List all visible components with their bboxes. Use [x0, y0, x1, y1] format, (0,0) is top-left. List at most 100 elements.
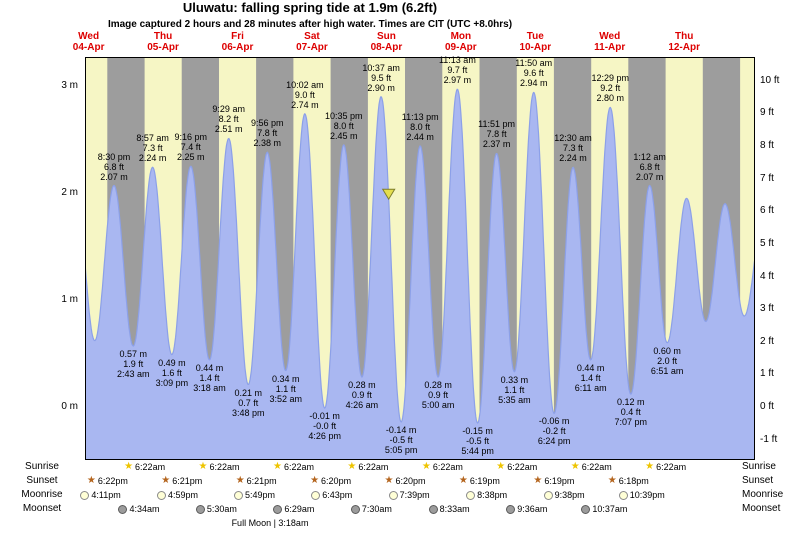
- tide-annotation-low: 0.34 m 1.1 ft 3:52 am: [256, 374, 316, 404]
- tide-annotation-line: 2.45 m: [330, 130, 358, 141]
- sunrise-event: ★ 6:22am: [487, 461, 547, 473]
- sunset-star-icon: ★: [235, 475, 245, 486]
- moonrise-icon: [234, 490, 244, 500]
- day-label-weekday: Fri: [231, 31, 244, 42]
- tide-annotation-line: 4:26 am: [345, 400, 379, 411]
- current-level-marker-icon: [381, 188, 396, 201]
- day-label-weekday: Sat: [304, 31, 320, 42]
- sunset-star-icon: ★: [310, 475, 320, 486]
- tide-annotation-line: 0.9 ft: [428, 390, 449, 401]
- tide-annotation-high: 8:30 pm 6.8 ft 2.07 m: [84, 152, 144, 182]
- sunrise-event: ★ 6:22am: [115, 461, 175, 473]
- day-label-weekday: Wed: [78, 31, 100, 42]
- sunset-time: 6:19pm: [469, 476, 500, 486]
- tide-annotation-high: 1:12 am 6.8 ft 2.07 m: [620, 152, 680, 182]
- tide-annotation-line: 2.51 m: [214, 124, 243, 135]
- tide-annotation-high: 9:56 pm 7.8 ft 2.38 m: [237, 118, 297, 148]
- sunrise-star-icon: ★: [570, 461, 580, 472]
- moonrise-event: 5:49pm: [225, 489, 285, 501]
- y-axis-label-right: 5 ft: [760, 237, 774, 249]
- sunrise-star-icon: ★: [347, 461, 357, 472]
- sunrise-star-icon: ★: [124, 461, 134, 472]
- moonrise-time: 5:49pm: [245, 490, 276, 500]
- tide-annotation-line: 0.60 m: [653, 345, 681, 356]
- tide-annotation-line: 4:26 pm: [308, 431, 341, 442]
- y-axis-label-right: 4 ft: [760, 270, 774, 282]
- day-label: Sat 07-Apr: [275, 31, 349, 53]
- tide-annotation-line: 7.8 ft: [257, 128, 278, 139]
- day-label: Sun 08-Apr: [349, 31, 423, 53]
- moonrise-event: 6:43pm: [302, 489, 362, 501]
- sunset-star-icon: ★: [161, 475, 171, 486]
- tide-annotation-line: 9.7 ft: [447, 65, 468, 76]
- tide-annotation-line: -0.01 m: [309, 411, 340, 422]
- moonset-time: 9:36am: [517, 504, 548, 514]
- tide-annotation-low: 0.49 m 1.6 ft 3:09 pm: [142, 358, 202, 388]
- day-label-weekday: Wed: [599, 31, 621, 42]
- sunset-event: ★ 6:20pm: [301, 475, 361, 487]
- tide-annotation-line: 3:52 am: [269, 393, 302, 404]
- sunset-event: ★ 6:21pm: [152, 475, 212, 487]
- day-label: Thu 12-Apr: [647, 31, 721, 53]
- tide-annotation-line: 0.28 m: [424, 380, 452, 391]
- tide-annotation-line: 9.0 ft: [294, 89, 315, 100]
- sunrise-event: ★ 6:22am: [636, 461, 696, 473]
- tide-annotation-low: -0.01 m -0.0 ft 4:26 pm: [295, 411, 355, 441]
- y-axis-label-right: 9 ft: [760, 107, 774, 119]
- sunrise-star-icon: ★: [198, 461, 208, 472]
- moonset-icon: [428, 504, 438, 514]
- tide-annotation-line: 0.28 m: [348, 380, 376, 391]
- tide-annotation-high: 10:37 am 9.5 ft 2.90 m: [351, 63, 411, 93]
- tide-annotation-low: 0.44 m 1.4 ft 6:11 am: [561, 363, 621, 393]
- sunrise-event: ★ 6:22am: [263, 461, 323, 473]
- day-label-date: 04-Apr: [72, 42, 105, 53]
- y-axis-label-left: 1 m: [61, 294, 78, 305]
- tide-annotation-line: 5:05 pm: [384, 444, 418, 455]
- tide-annotation-high: 10:02 am 9.0 ft 2.74 m: [275, 80, 335, 110]
- moonrise-time: 7:39pm: [399, 490, 430, 500]
- moonset-event: 8:33am: [419, 503, 479, 515]
- tide-annotation-low: 0.44 m 1.4 ft 3:18 am: [180, 363, 240, 393]
- tide-annotation-line: 1.4 ft: [580, 372, 601, 383]
- sunrise-label-left: Sunrise: [25, 461, 59, 472]
- tide-annotation-line: 3:18 am: [193, 382, 226, 393]
- sunrise-time: 6:22am: [135, 462, 166, 472]
- sunrise-star-icon: ★: [645, 461, 655, 472]
- tide-annotation-line: 2.24 m: [559, 153, 587, 164]
- day-label-date: 05-Apr: [147, 42, 179, 53]
- moonrise-event: 9:38pm: [534, 489, 594, 501]
- day-label-date: 10-Apr: [519, 42, 552, 53]
- tide-annotation-line: 2.07 m: [100, 171, 128, 182]
- moonrise-time: 8:38pm: [477, 490, 508, 500]
- moonset-time: 5:30am: [206, 504, 237, 514]
- tide-annotation-high: 10:35 pm 8.0 ft 2.45 m: [314, 111, 374, 141]
- moonrise-label-left: Moonrise: [21, 489, 63, 500]
- moonset-label-left: Moonset: [22, 503, 62, 514]
- tide-annotation-low: 0.60 m 2.0 ft 6:51 am: [637, 346, 697, 376]
- day-label-date: 09-Apr: [445, 42, 477, 53]
- tide-annotation-line: 0.9 ft: [351, 390, 372, 401]
- y-axis-label-right: 10 ft: [760, 74, 780, 86]
- sunset-time: 6:19pm: [544, 476, 575, 486]
- y-axis-label-right: 7 ft: [760, 172, 774, 184]
- tide-annotation-line: 1.4 ft: [199, 372, 220, 383]
- moonrise-time: 6:43pm: [322, 490, 353, 500]
- tide-annotation-line: 7.3 ft: [563, 143, 584, 154]
- day-label: Mon 09-Apr: [424, 31, 498, 53]
- page-title: Uluwatu: falling spring tide at 1.9m (6.…: [182, 0, 438, 15]
- day-label-weekday: Tue: [526, 31, 544, 42]
- tide-annotation-high: 11:13 pm 8.0 ft 2.44 m: [390, 112, 450, 142]
- moonrise-time: 9:38pm: [554, 490, 585, 500]
- moonset-event: 4:34am: [109, 503, 169, 515]
- tide-annotation-line: -0.2 ft: [542, 426, 566, 437]
- moonset-time: 8:33am: [439, 504, 470, 514]
- day-label-date: 11-Apr: [594, 42, 626, 53]
- tide-annotation-line: -0.5 ft: [466, 436, 490, 447]
- tide-annotation-high: 9:16 pm 7.4 ft 2.25 m: [161, 132, 221, 162]
- tide-annotation-high: 12:30 am 7.3 ft 2.24 m: [543, 133, 603, 163]
- sunset-time: 6:21pm: [172, 476, 203, 486]
- tide-annotation-line: 8.0 ft: [410, 121, 431, 132]
- sunset-time: 6:22pm: [97, 476, 128, 486]
- tide-annotation-line: 11:13 pm: [401, 111, 439, 122]
